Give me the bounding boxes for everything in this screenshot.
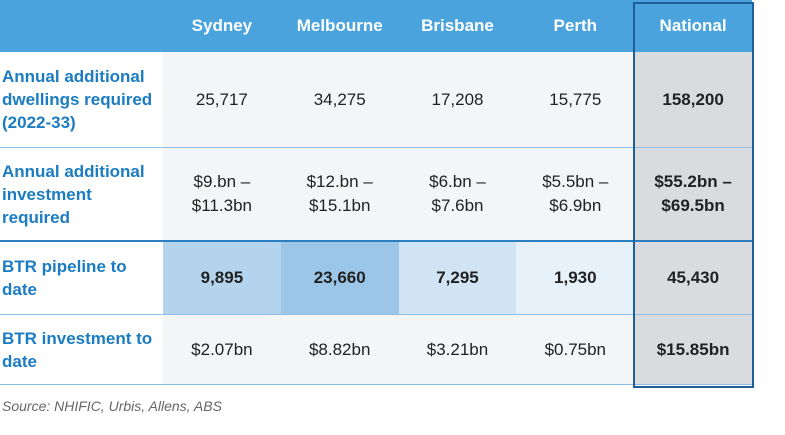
table-cell: $3.21bn	[398, 315, 517, 384]
table: Sydney Melbourne Brisbane Perth National Annu…	[0, 0, 752, 385]
column-header: Melbourne	[296, 16, 383, 35]
row-label: Annual additional dwellings required (20…	[0, 52, 163, 147]
table-cell: $9.bn – $11.3bn	[163, 148, 281, 240]
row-label: BTR investment to date	[0, 315, 163, 384]
corner	[0, 0, 163, 52]
table-row: Annual additional dwellings required (20…	[0, 52, 752, 148]
table-cell: $0.75bn	[516, 315, 635, 384]
column-header: Brisbane	[421, 16, 494, 35]
column-header: Perth	[553, 16, 598, 35]
table-cell: 23,660	[280, 242, 399, 314]
table-cell: $5.5bn – $6.9bn	[516, 148, 635, 240]
table-cell: $6.bn – $7.6bn	[398, 148, 517, 240]
column-header: Sydney	[191, 16, 253, 35]
table-cell: 17,208	[398, 52, 517, 147]
table-cell: 45,430	[634, 242, 752, 314]
table-cell: $15.85bn	[634, 315, 752, 384]
table-cell: $2.07bn	[163, 315, 281, 384]
table-row: BTR investment to date $2.07bn $8.82bn $3.2…	[0, 315, 752, 385]
table-cell: 9,895	[163, 242, 281, 314]
table-cell: $55.2bn – $69.5bn	[634, 148, 752, 240]
table-row: Annual additional investment required $9.…	[0, 148, 752, 242]
table-cell: 34,275	[280, 52, 399, 147]
table-cell: 1,930	[516, 242, 635, 314]
table-cell: 158,200	[634, 52, 752, 147]
row-label: Annual additional investment required	[0, 148, 163, 240]
row-label: BTR pipeline to date	[0, 242, 163, 314]
header-row: Sydney Melbourne Brisbane Perth National	[0, 0, 752, 52]
table-cell: $8.82bn	[280, 315, 399, 384]
table-cell: $12.bn – $15.1bn	[280, 148, 399, 240]
source-note: Source: NHIFIC, Urbis, Allens, ABS	[2, 398, 222, 414]
table-cell: 7,295	[398, 242, 517, 314]
table-cell: 15,775	[516, 52, 635, 147]
table-cell: 25,717	[163, 52, 281, 147]
table-row: BTR pipeline to date 9,895 23,660 7,295 1,93…	[0, 242, 752, 315]
column-header: National	[659, 16, 727, 35]
